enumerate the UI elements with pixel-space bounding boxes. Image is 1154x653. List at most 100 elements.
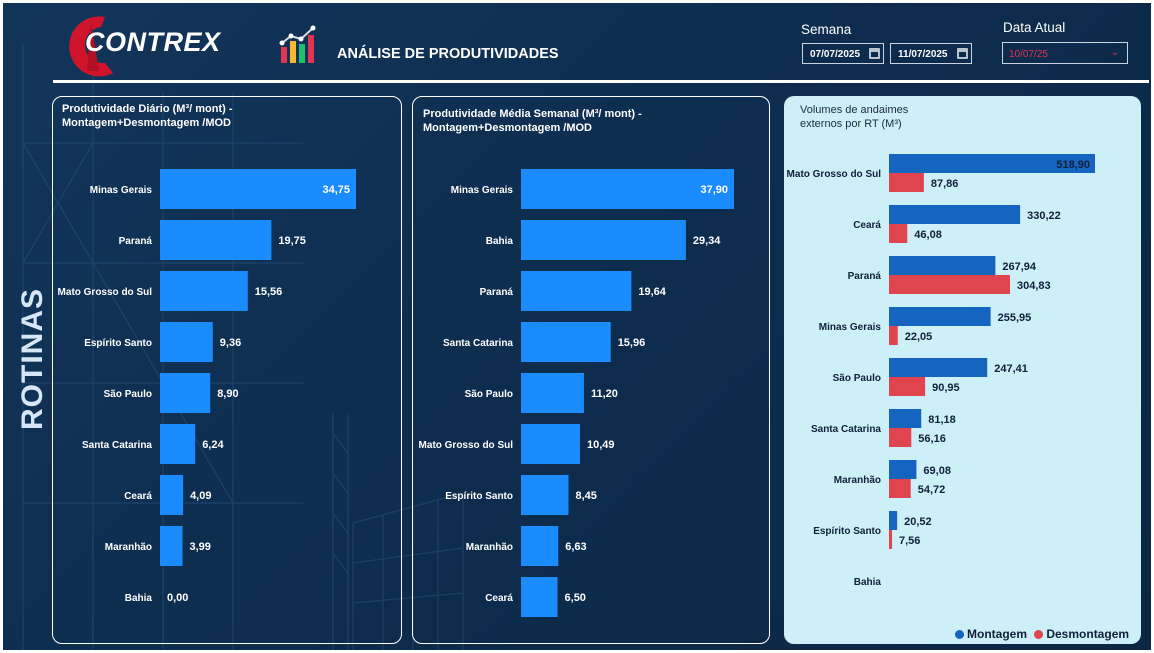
chevron-down-icon[interactable]: ⌄: [1110, 47, 1119, 58]
category-label: São Paulo: [104, 389, 152, 400]
montagem-bar[interactable]: [889, 358, 988, 377]
montagem-bar[interactable]: [889, 307, 991, 326]
montagem-bar[interactable]: [889, 409, 922, 428]
bar[interactable]: [160, 220, 272, 260]
calendar-icon[interactable]: [957, 48, 968, 59]
category-label: Maranhão: [466, 542, 513, 553]
dashboard: CONTREX ANÁLISE DE PRODUTIVIDADES Semana…: [3, 3, 1151, 650]
category-label: Ceará: [124, 491, 152, 502]
week-start-value: 07/07/2025: [810, 49, 861, 60]
category-label: Ceará: [485, 593, 513, 604]
week-end-date-input[interactable]: 11/07/2025: [890, 43, 972, 64]
data-label: 304,83: [1017, 280, 1051, 292]
bar[interactable]: [160, 373, 211, 413]
category-label: São Paulo: [465, 389, 513, 400]
data-label: 54,72: [918, 484, 946, 496]
bar[interactable]: [521, 169, 734, 209]
data-label: 6,24: [202, 439, 224, 451]
data-label: 15,96: [618, 337, 646, 349]
category-label: Paraná: [480, 287, 514, 298]
bar[interactable]: [160, 271, 248, 311]
daily-productivity-title: Produtividade Diário (M³/ mont) - Montag…: [62, 103, 233, 129]
category-label: Espírito Santo: [813, 526, 881, 537]
company-logo: CONTREX: [61, 11, 221, 81]
category-label: Espírito Santo: [84, 338, 152, 349]
data-label: 34,75: [322, 184, 350, 196]
desmontagem-bar[interactable]: [889, 377, 926, 396]
weekly-productivity-title: Produtividade Média Semanal (M³/ mont) -…: [423, 108, 642, 134]
category-label: Maranhão: [834, 475, 881, 486]
data-label: 8,90: [217, 388, 238, 400]
scaffold-volume-title: Volumes de andaimes externos por RT (M³): [800, 104, 909, 130]
category-label: Mato Grosso do Sul: [58, 287, 153, 298]
bar[interactable]: [521, 526, 559, 566]
bar[interactable]: [160, 322, 213, 362]
data-label: 10,49: [587, 439, 615, 451]
data-label: 267,94: [1002, 261, 1037, 273]
calendar-icon[interactable]: [869, 48, 880, 59]
desmontagem-bar[interactable]: [889, 428, 912, 447]
data-label: 11,20: [591, 388, 618, 400]
bar[interactable]: [160, 526, 183, 566]
data-label: 37,90: [700, 184, 728, 196]
desmontagem-bar[interactable]: [889, 224, 908, 243]
desmontagem-bar[interactable]: [889, 530, 893, 549]
data-label: 22,05: [905, 331, 933, 343]
data-label: 518,90: [1056, 159, 1090, 171]
data-label: 0,00: [167, 592, 188, 604]
category-label: Santa Catarina: [811, 424, 881, 435]
bar[interactable]: [521, 271, 632, 311]
montagem-bar[interactable]: [889, 460, 917, 479]
data-label: 3,99: [190, 541, 211, 553]
data-label: 81,18: [928, 414, 956, 426]
week-label: Semana: [801, 22, 852, 37]
category-label: Mato Grosso do Sul: [787, 169, 882, 180]
montagem-bar[interactable]: [889, 511, 898, 530]
bar[interactable]: [521, 322, 611, 362]
desmontagem-bar[interactable]: [889, 326, 898, 345]
bar[interactable]: [160, 424, 196, 464]
bar[interactable]: [160, 169, 356, 209]
category-label: Bahia: [125, 593, 153, 604]
montagem-bar[interactable]: [889, 154, 1095, 173]
legend: Montagem Desmontagem: [955, 627, 1129, 641]
week-end-value: 11/07/2025: [898, 49, 948, 60]
bar[interactable]: [521, 424, 580, 464]
week-start-date-input[interactable]: 07/07/2025: [802, 43, 884, 64]
bar[interactable]: [521, 475, 569, 515]
desmontagem-bar[interactable]: [889, 479, 911, 498]
category-label: Minas Gerais: [90, 185, 153, 196]
bar-chart-icon: [279, 25, 316, 63]
category-label: Bahia: [854, 577, 882, 588]
data-label: 69,08: [923, 465, 951, 477]
data-label: 19,75: [278, 235, 306, 247]
data-label: 9,36: [220, 337, 241, 349]
category-label: Ceará: [853, 220, 881, 231]
data-label: 19,64: [638, 286, 666, 298]
bar[interactable]: [521, 220, 686, 260]
current-date-value: 10/07/25: [1009, 49, 1048, 60]
bar[interactable]: [521, 373, 584, 413]
side-label: ROTINAS: [16, 288, 49, 430]
montagem-bar[interactable]: [889, 205, 1021, 224]
legend-item-montagem[interactable]: Montagem: [955, 627, 1027, 641]
category-label: Santa Catarina: [82, 440, 152, 451]
desmontagem-bar[interactable]: [889, 275, 1011, 294]
data-label: 87,86: [931, 178, 959, 190]
category-label: Bahia: [486, 236, 514, 247]
category-label: Maranhão: [105, 542, 152, 553]
legend-dot: [955, 630, 964, 639]
current-date-select[interactable]: 10/07/25 ⌄: [1002, 42, 1128, 64]
report-title: ANÁLISE DE PRODUTIVIDADES: [337, 46, 559, 62]
header-divider: [53, 80, 1149, 83]
montagem-bar[interactable]: [889, 256, 996, 275]
category-label: Santa Catarina: [443, 338, 513, 349]
bar[interactable]: [160, 475, 184, 515]
legend-item-desmontagem[interactable]: Desmontagem: [1034, 627, 1129, 641]
category-label: Minas Gerais: [819, 322, 882, 333]
data-label: 20,52: [904, 516, 932, 528]
bar[interactable]: [521, 577, 558, 617]
data-label: 90,95: [932, 382, 960, 394]
desmontagem-bar[interactable]: [889, 173, 924, 192]
data-label: 29,34: [693, 235, 721, 247]
